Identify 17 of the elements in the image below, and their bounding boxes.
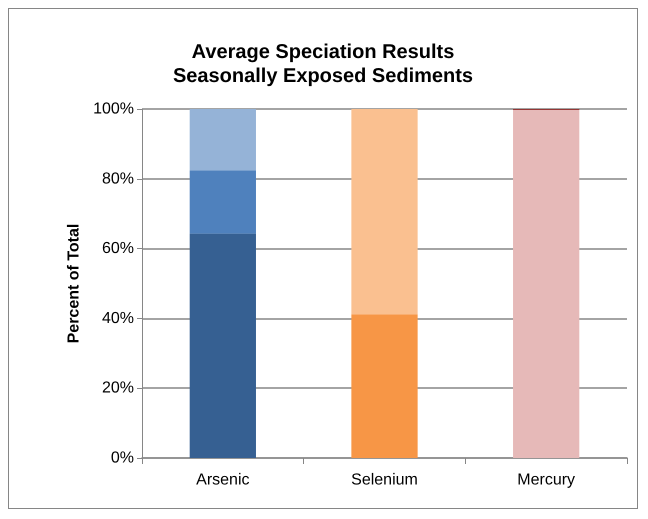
chart-title: Average Speciation Results Seasonally Exposed Sediments: [172, 41, 474, 87]
y-tick-label: 100%: [93, 100, 134, 118]
bar: [190, 109, 256, 170]
x-tick-label: Mercury: [517, 472, 576, 488]
bar: [513, 110, 580, 458]
x-tick-label: Selenium: [351, 472, 418, 488]
y-tick-label: 60%: [102, 240, 134, 258]
y-axis-title: Percent of Total: [66, 224, 83, 344]
y-tick-label: 20%: [102, 380, 134, 397]
bar: [351, 314, 418, 458]
x-tick-label: Arsenic: [196, 472, 250, 488]
y-tick-label: 40%: [102, 310, 134, 327]
y-tick-label: 80%: [102, 170, 134, 188]
bar: [190, 170, 256, 234]
y-tick-label: 0%: [110, 450, 134, 466]
bar: [351, 109, 418, 314]
bar: [190, 234, 256, 458]
